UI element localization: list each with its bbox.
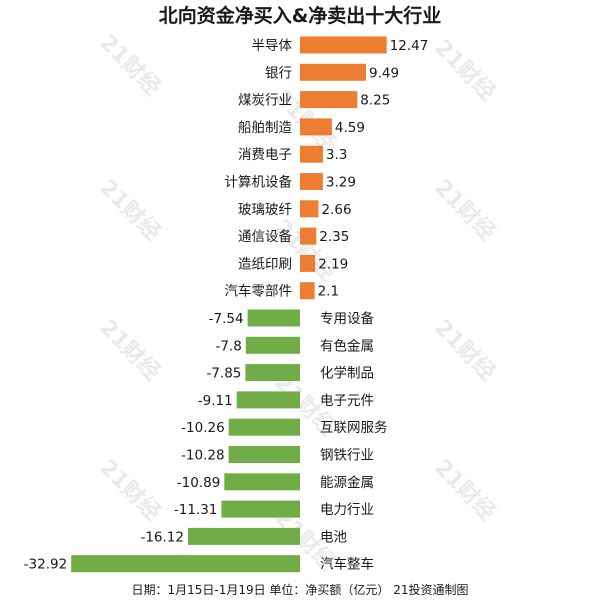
bar-13: [236, 391, 300, 409]
bar-2: [300, 91, 358, 109]
category-label-16: 能源金属: [320, 475, 374, 491]
category-label-0: 半导体: [252, 38, 293, 54]
category-label-4: 消费电子: [238, 147, 292, 163]
category-label-12: 化学制品: [320, 366, 374, 382]
bar-8: [300, 254, 316, 272]
category-label-18: 电池: [320, 529, 347, 545]
value-label-19: -32.92: [24, 557, 68, 573]
value-label-5: 3.29: [326, 175, 356, 191]
bar-6: [300, 200, 319, 218]
category-label-11: 有色金属: [320, 337, 374, 354]
value-label-11: -7.8: [215, 338, 241, 354]
value-label-12: -7.85: [206, 366, 241, 382]
value-label-8: 2.19: [318, 256, 348, 272]
category-label-14: 互联网服务: [320, 420, 388, 436]
watermark-0: 21财经: [94, 29, 165, 100]
value-label-1: 9.49: [369, 65, 399, 81]
bar-9: [300, 282, 315, 300]
bar-5: [300, 173, 323, 190]
category-label-9: 汽车零部件: [225, 283, 293, 300]
watermark-11: 21财经: [429, 454, 500, 525]
bar-17: [221, 500, 300, 518]
value-label-15: -10.28: [181, 448, 225, 464]
value-label-7: 2.35: [319, 229, 349, 245]
value-label-10: -7.54: [209, 311, 244, 327]
category-label-13: 电子元件: [320, 393, 374, 409]
value-label-9: 2.1: [318, 284, 339, 300]
value-label-18: -16.12: [140, 529, 184, 545]
category-label-7: 通信设备: [238, 228, 292, 245]
bar-15: [228, 446, 300, 463]
watermark-2: 21财经: [429, 34, 500, 105]
watermark-3: 21财经: [94, 174, 165, 245]
chart-footnote: 日期：1月15日-1月19日 单位：净买额（亿元） 21投资通制图: [131, 582, 468, 597]
bar-1: [300, 63, 366, 81]
category-label-17: 电力行业: [320, 502, 374, 518]
bars-group: 半导体 12.47 银行 9.49 煤炭行业 8.25 船舶制造 4.59 消费电子 3.3 计算机…: [24, 36, 429, 573]
watermark-4: 21财经: [269, 214, 340, 285]
category-label-5: 计算机设备: [225, 174, 293, 191]
category-label-6: 玻璃玻纤: [238, 201, 292, 218]
category-label-2: 煤炭行业: [238, 93, 292, 109]
value-label-17: -11.31: [174, 502, 218, 518]
value-label-14: -10.26: [181, 420, 225, 436]
bar-10: [247, 309, 300, 327]
bar-16: [224, 473, 300, 491]
value-label-3: 4.59: [335, 120, 365, 136]
watermark-8: 21财经: [429, 314, 500, 385]
bar-12: [245, 364, 300, 382]
bar-7: [300, 227, 317, 245]
chart-title: 北向资金净买入&净卖出十大行业: [159, 4, 442, 27]
bar-18: [188, 527, 300, 545]
bar-19: [71, 555, 300, 573]
value-label-16: -10.89: [177, 475, 221, 491]
category-label-1: 银行: [265, 65, 292, 81]
value-label-13: -9.11: [198, 393, 233, 409]
bar-0: [300, 36, 387, 54]
value-label-4: 3.3: [326, 147, 347, 163]
bar-3: [300, 118, 332, 136]
category-label-15: 钢铁行业: [320, 448, 374, 464]
watermark-5: 21财经: [429, 174, 500, 245]
watermark-6: 21财经: [94, 314, 165, 385]
category-label-19: 汽车整车: [320, 556, 374, 573]
bar-14: [228, 418, 300, 436]
bar-11: [245, 336, 300, 354]
value-label-2: 8.25: [360, 93, 390, 109]
category-label-3: 船舶制造: [238, 120, 292, 136]
category-label-8: 造纸印刷: [238, 256, 292, 272]
value-label-0: 12.47: [390, 38, 429, 54]
watermark-9: 21财经: [94, 454, 165, 525]
watermark-layer: 21财经 21财经21财经21财经21财经21财经21财经21财经21财经21财经…: [94, 29, 500, 575]
value-label-6: 2.66: [322, 202, 352, 218]
bar-4: [300, 145, 323, 163]
category-label-10: 专用设备: [320, 310, 374, 327]
